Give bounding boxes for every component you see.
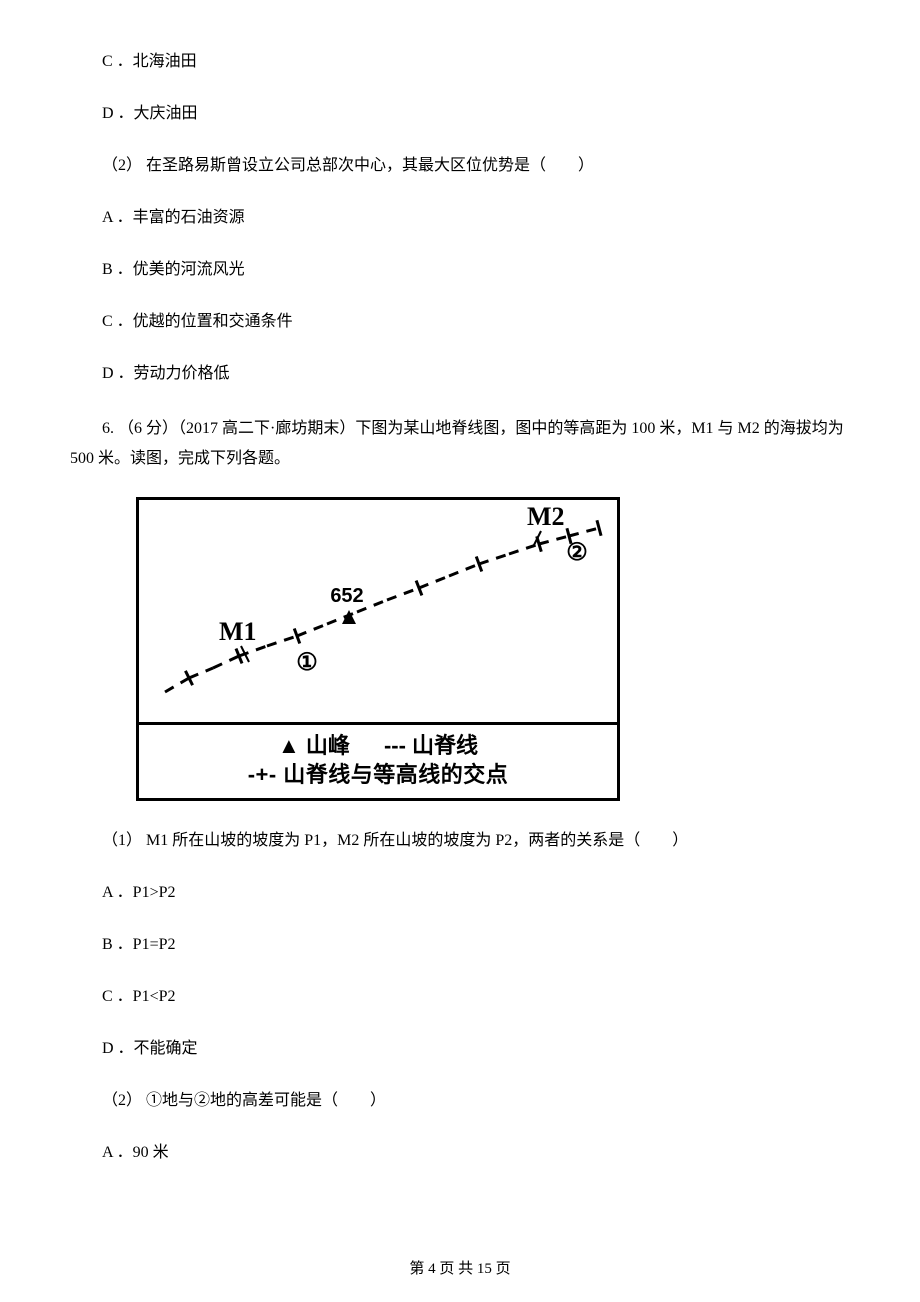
q6-sub1-a: A ．P1>P2 [70, 881, 850, 905]
page: C ．北海油田 D ．大庆油田 （2） 在圣路易斯曾设立公司总部次中心，其最大区… [0, 0, 920, 1302]
figure-diagram: 652 M1 M2 ① ② [139, 500, 617, 722]
svg-text:M2: M2 [527, 502, 565, 531]
q6-sub1-b: B ．P1=P2 [70, 933, 850, 957]
q6-figure: 652 M1 M2 ① ② ▲ 山峰 --- 山脊线 -+- 山脊线与等高线的交点 [136, 497, 850, 801]
q6-stem: 6. （6 分）（2017 高二下·廊坊期末）下图为某山地脊线图，图中的等高距为… [70, 414, 850, 475]
q5-sub2-b: B ．优美的河流风光 [70, 258, 850, 282]
page-footer: 第 4 页 共 15 页 [0, 1257, 920, 1278]
svg-text:①: ① [296, 650, 318, 676]
ridge-svg: 652 M1 M2 ① ② [139, 500, 617, 722]
figure-box: 652 M1 M2 ① ② ▲ 山峰 --- 山脊线 -+- 山脊线与等高线的交点 [136, 497, 620, 801]
legend-peak: ▲ 山峰 [278, 731, 350, 761]
q6-sub2-a: A ．90 米 [70, 1141, 850, 1165]
q5-option-c: C ．北海油田 [70, 50, 850, 74]
q5-sub2-c: C ．优越的位置和交通条件 [70, 310, 850, 334]
q6-sub1-c: C ．P1<P2 [70, 985, 850, 1009]
q5-sub2-stem: （2） 在圣路易斯曾设立公司总部次中心，其最大区位优势是（ ） [70, 154, 850, 178]
q6-sub2-stem: （2） ①地与②地的高差可能是（ ） [70, 1089, 850, 1113]
svg-text:M1: M1 [219, 617, 257, 646]
legend-intersection: -+- 山脊线与等高线的交点 [139, 760, 617, 790]
q5-option-d: D ．大庆油田 [70, 102, 850, 126]
figure-legend: ▲ 山峰 --- 山脊线 -+- 山脊线与等高线的交点 [139, 722, 617, 798]
q5-sub2-d: D ．劳动力价格低 [70, 362, 850, 386]
svg-text:②: ② [566, 540, 588, 566]
q6-sub1-d: D ．不能确定 [70, 1037, 850, 1061]
legend-ridge: --- 山脊线 [384, 731, 478, 761]
q6-sub1-stem: （1） M1 所在山坡的坡度为 P1，M2 所在山坡的坡度为 P2，两者的关系是… [70, 829, 850, 853]
svg-text:652: 652 [330, 585, 363, 607]
q5-sub2-a: A ．丰富的石油资源 [70, 206, 850, 230]
